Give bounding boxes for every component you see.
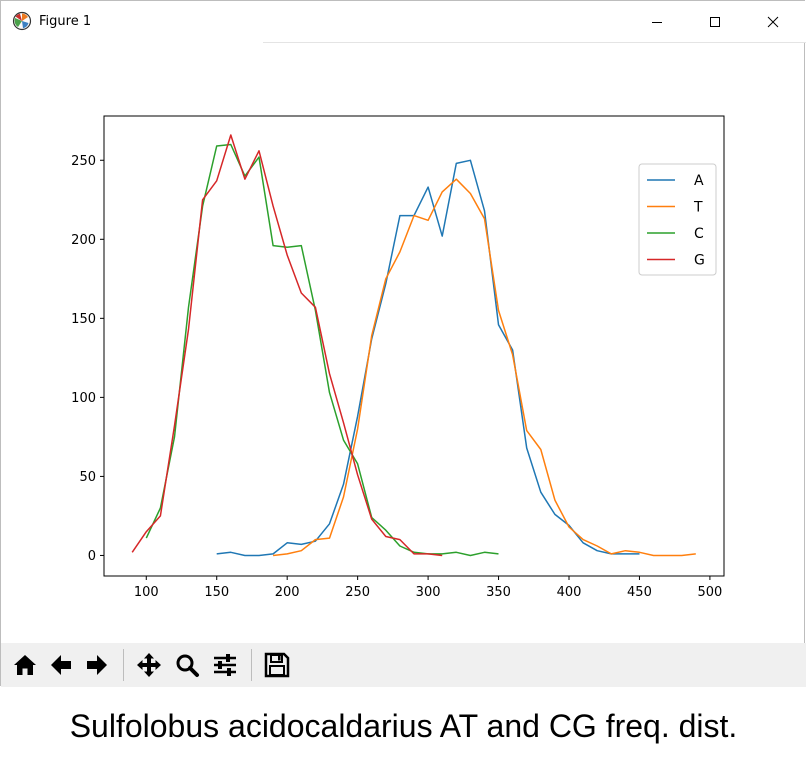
pan-button[interactable] [133, 649, 165, 681]
line-chart: 100 150 200 250 300 350 400 450 500 0 50 100 150 200 2… [71, 115, 725, 600]
close-icon [767, 16, 779, 28]
zoom-button[interactable] [171, 649, 203, 681]
y-tick-label: 250 [71, 154, 96, 169]
plot-area [103, 115, 725, 577]
home-icon [14, 655, 36, 675]
legend-label: C [694, 226, 704, 242]
x-tick-label: 100 [134, 585, 159, 600]
y-tick-label: 0 [88, 549, 96, 564]
y-tick-label: 200 [71, 233, 96, 248]
legend-box [638, 163, 717, 276]
back-button[interactable] [45, 649, 77, 681]
x-tick-label: 200 [275, 585, 300, 600]
y-tick-label: 50 [79, 470, 96, 485]
magnifier-icon [176, 654, 199, 677]
arrow-right-icon [87, 655, 107, 675]
navigation-toolbar [1, 643, 806, 687]
toolbar-separator [123, 649, 124, 681]
floppy-disk-icon [264, 652, 290, 678]
x-tick-label: 250 [345, 585, 370, 600]
matplotlib-icon [12, 11, 32, 31]
legend-label: T [693, 200, 703, 216]
x-tick-label: 350 [486, 585, 511, 600]
figure-caption: Sulfolobus acidocaldarius AT and CG freq… [69, 708, 738, 744]
x-tick-label: 450 [627, 585, 652, 600]
legend-label: G [694, 253, 705, 269]
save-button[interactable] [261, 649, 293, 681]
move-icon [137, 653, 161, 677]
window-title: Figure 1 [39, 14, 92, 29]
minimize-button[interactable] [628, 1, 686, 43]
x-tick-label: 300 [416, 585, 441, 600]
maximize-icon [710, 17, 720, 27]
forward-button[interactable] [81, 649, 113, 681]
x-tick-label: 500 [697, 585, 722, 600]
toolbar-separator [251, 649, 252, 681]
subplots-button[interactable] [209, 649, 241, 681]
figure-window: Figure 1 100 150 200 250 300 350 400 450 500 0 50 1… [0, 0, 806, 687]
minimize-icon [652, 22, 662, 23]
close-button[interactable] [744, 1, 802, 43]
legend-label: A [694, 173, 704, 189]
home-button[interactable] [9, 649, 41, 681]
axis-ticks: 100 150 200 250 300 350 400 450 500 0 50 100 150 200 2… [71, 154, 722, 600]
title-divider [263, 42, 806, 43]
data-lines [131, 134, 696, 557]
x-tick-label: 400 [557, 585, 582, 600]
x-tick-label: 150 [204, 585, 229, 600]
maximize-button[interactable] [686, 1, 744, 43]
sliders-icon [214, 654, 236, 676]
series-line-T [273, 178, 696, 557]
series-line-G [131, 134, 443, 557]
y-tick-label: 150 [71, 312, 96, 327]
arrow-left-icon [51, 655, 71, 675]
y-tick-label: 100 [71, 391, 96, 406]
title-bar[interactable]: Figure 1 [1, 1, 806, 43]
